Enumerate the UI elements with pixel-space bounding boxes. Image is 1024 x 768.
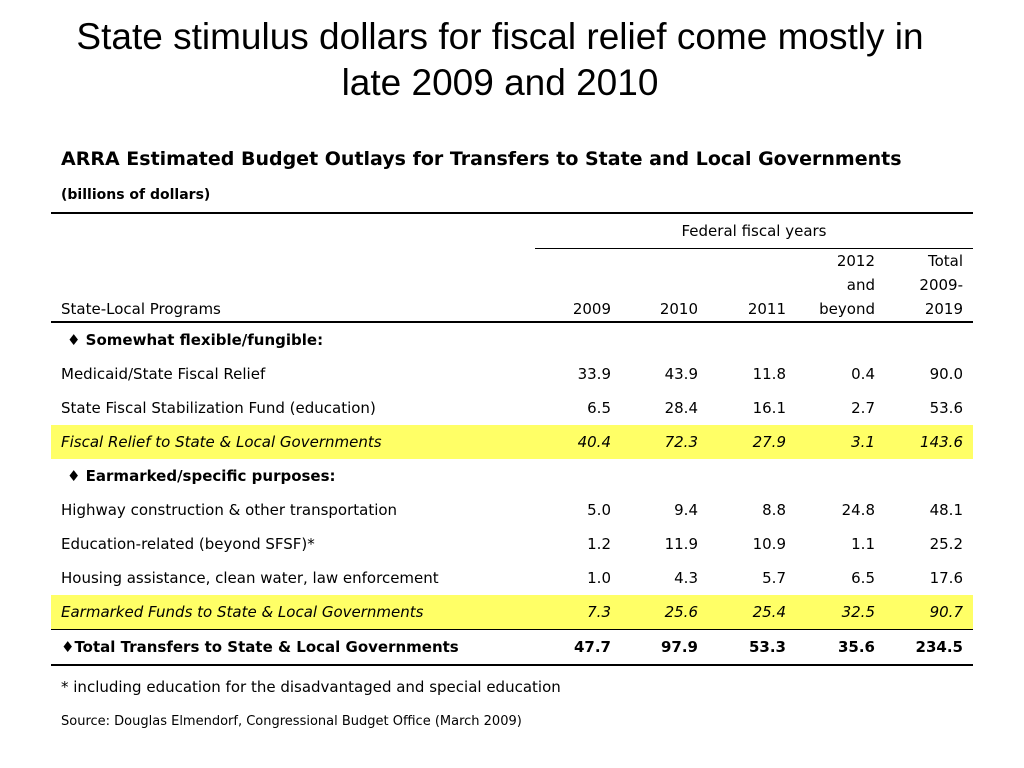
table-cell: 11.9: [664, 535, 698, 553]
table-cell: 35.6: [837, 638, 875, 656]
table-cell: 4.3: [674, 569, 698, 587]
table-cell: 1.0: [587, 569, 611, 587]
table-cell: 7.3: [535, 595, 621, 630]
table-cell: 28.4: [664, 399, 698, 417]
slide-title: State stimulus dollars for fiscal relief…: [0, 14, 1000, 106]
row-label: Housing assistance, clean water, law enf…: [61, 569, 439, 587]
source-note: Source: Douglas Elmendorf, Congressional…: [61, 714, 522, 729]
table-title: ARRA Estimated Budget Outlays for Transf…: [61, 148, 902, 170]
table-cell: 6.5: [851, 569, 875, 587]
row-label: State Fiscal Stabilization Fund (educati…: [61, 399, 376, 417]
table-cell: 90.0: [929, 365, 963, 383]
table-cell: 234.5: [915, 638, 963, 656]
table-cell: 9.4: [674, 501, 698, 519]
row-label: Education-related (beyond SFSF)*: [61, 535, 315, 553]
column-header: Total 2009- 2019: [919, 252, 963, 318]
table-row: Highway construction & other transportat…: [51, 493, 973, 527]
row-label: Earmarked Funds to State & Local Governm…: [51, 595, 535, 630]
table-cell: 11.8: [752, 365, 786, 383]
table-cell: 43.9: [664, 365, 698, 383]
table-cell: 90.7: [885, 595, 973, 630]
table-cell: 10.9: [752, 535, 786, 553]
table-cell: 40.4: [535, 425, 621, 459]
slide-title-line-2: late 2009 and 2010: [341, 62, 659, 103]
table-cell: 47.7: [573, 638, 611, 656]
column-header: 2010: [659, 300, 698, 318]
table-cell: 3.1: [796, 425, 885, 459]
footnote: * including education for the disadvanta…: [61, 678, 561, 696]
table-cell: 72.3: [621, 425, 708, 459]
table-cell: 97.9: [660, 638, 698, 656]
section-header-row: ♦ Earmarked/specific purposes:: [51, 459, 973, 493]
table-cell: 2.7: [851, 399, 875, 417]
section-header-row: ♦ Somewhat flexible/fungible:: [51, 322, 973, 357]
table-row: State Fiscal Stabilization Fund (educati…: [51, 391, 973, 425]
outlays-table: Federal fiscal years State-Local Program…: [51, 212, 973, 666]
table-cell: 24.8: [841, 501, 875, 519]
table-cell: 33.9: [577, 365, 611, 383]
table-cell: 1.2: [587, 535, 611, 553]
table-cell: 8.8: [762, 501, 786, 519]
group-header: Federal fiscal years: [535, 213, 973, 249]
table-cell: 25.4: [708, 595, 796, 630]
table-cell: 25.2: [929, 535, 963, 553]
section-label-flexible: ♦ Somewhat flexible/fungible:: [67, 331, 324, 349]
row-label: Medicaid/State Fiscal Relief: [61, 365, 266, 383]
table-cell: 143.6: [885, 425, 973, 459]
table-cell: 32.5: [796, 595, 885, 630]
subtotal-row-fiscal-relief: Fiscal Relief to State & Local Governmen…: [51, 425, 973, 459]
table-cell: 53.3: [748, 638, 786, 656]
table-cell: 5.0: [587, 501, 611, 519]
table-cell: 6.5: [587, 399, 611, 417]
table-cell: 53.6: [929, 399, 963, 417]
table-cell: 25.6: [621, 595, 708, 630]
table-cell: 48.1: [929, 501, 963, 519]
row-label: ♦Total Transfers to State & Local Govern…: [61, 638, 459, 656]
subtotal-row-earmarked: Earmarked Funds to State & Local Governm…: [51, 595, 973, 630]
row-label: Fiscal Relief to State & Local Governmen…: [51, 425, 535, 459]
row-label: Highway construction & other transportat…: [61, 501, 398, 519]
table-row: Housing assistance, clean water, law enf…: [51, 561, 973, 595]
table-row: Medicaid/State Fiscal Relief 33.9 43.9 1…: [51, 357, 973, 391]
total-row: ♦Total Transfers to State & Local Govern…: [51, 629, 973, 665]
column-header-row: State-Local Programs 2009 2010 2011 2012…: [51, 249, 973, 322]
table-units: (billions of dollars): [61, 187, 211, 203]
table-row: Education-related (beyond SFSF)* 1.2 11.…: [51, 527, 973, 561]
table-cell: 0.4: [851, 365, 875, 383]
table-cell: 5.7: [762, 569, 786, 587]
column-header: 2012 and beyond: [819, 252, 875, 318]
table-cell: 16.1: [752, 399, 786, 417]
table-cell: 1.1: [851, 535, 875, 553]
section-label-earmarked: ♦ Earmarked/specific purposes:: [67, 467, 336, 485]
slide-title-line-1: State stimulus dollars for fiscal relief…: [76, 16, 924, 57]
column-header: 2011: [747, 300, 786, 318]
table-cell: 27.9: [708, 425, 796, 459]
column-header: 2009: [572, 300, 611, 318]
table-cell: 17.6: [929, 569, 963, 587]
group-header-row: Federal fiscal years: [51, 213, 973, 249]
row-header: State-Local Programs: [61, 300, 221, 318]
